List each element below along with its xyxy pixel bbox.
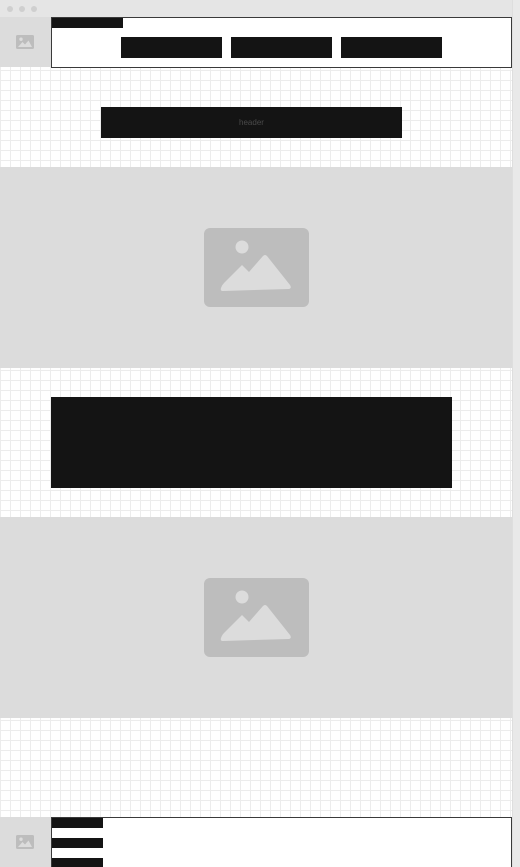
window-minimize-dot[interactable] bbox=[19, 6, 25, 12]
nav-tab[interactable] bbox=[52, 18, 123, 28]
window-maximize-dot[interactable] bbox=[31, 6, 37, 12]
window-close-dot[interactable] bbox=[7, 6, 13, 12]
footer-logo[interactable] bbox=[0, 817, 51, 867]
nav-item-2[interactable] bbox=[231, 37, 332, 58]
top-navigation bbox=[51, 17, 512, 68]
window-titlebar bbox=[0, 0, 512, 17]
footer-link-3[interactable] bbox=[52, 858, 103, 867]
footer-link-1[interactable] bbox=[52, 818, 103, 828]
hero-image-1 bbox=[0, 167, 512, 368]
nav-item-3[interactable] bbox=[341, 37, 442, 58]
page-footer bbox=[51, 817, 512, 867]
scrollbar[interactable] bbox=[512, 0, 520, 867]
nav-item-1[interactable] bbox=[121, 37, 222, 58]
site-logo[interactable] bbox=[0, 17, 51, 67]
image-placeholder-icon bbox=[204, 228, 309, 307]
image-placeholder-icon bbox=[16, 835, 34, 849]
hero-image-2 bbox=[0, 517, 512, 718]
image-placeholder-icon bbox=[204, 578, 309, 657]
page-header: header bbox=[101, 107, 402, 138]
image-placeholder-icon bbox=[16, 35, 34, 49]
content-block bbox=[51, 397, 452, 488]
footer-link-2[interactable] bbox=[52, 838, 103, 848]
